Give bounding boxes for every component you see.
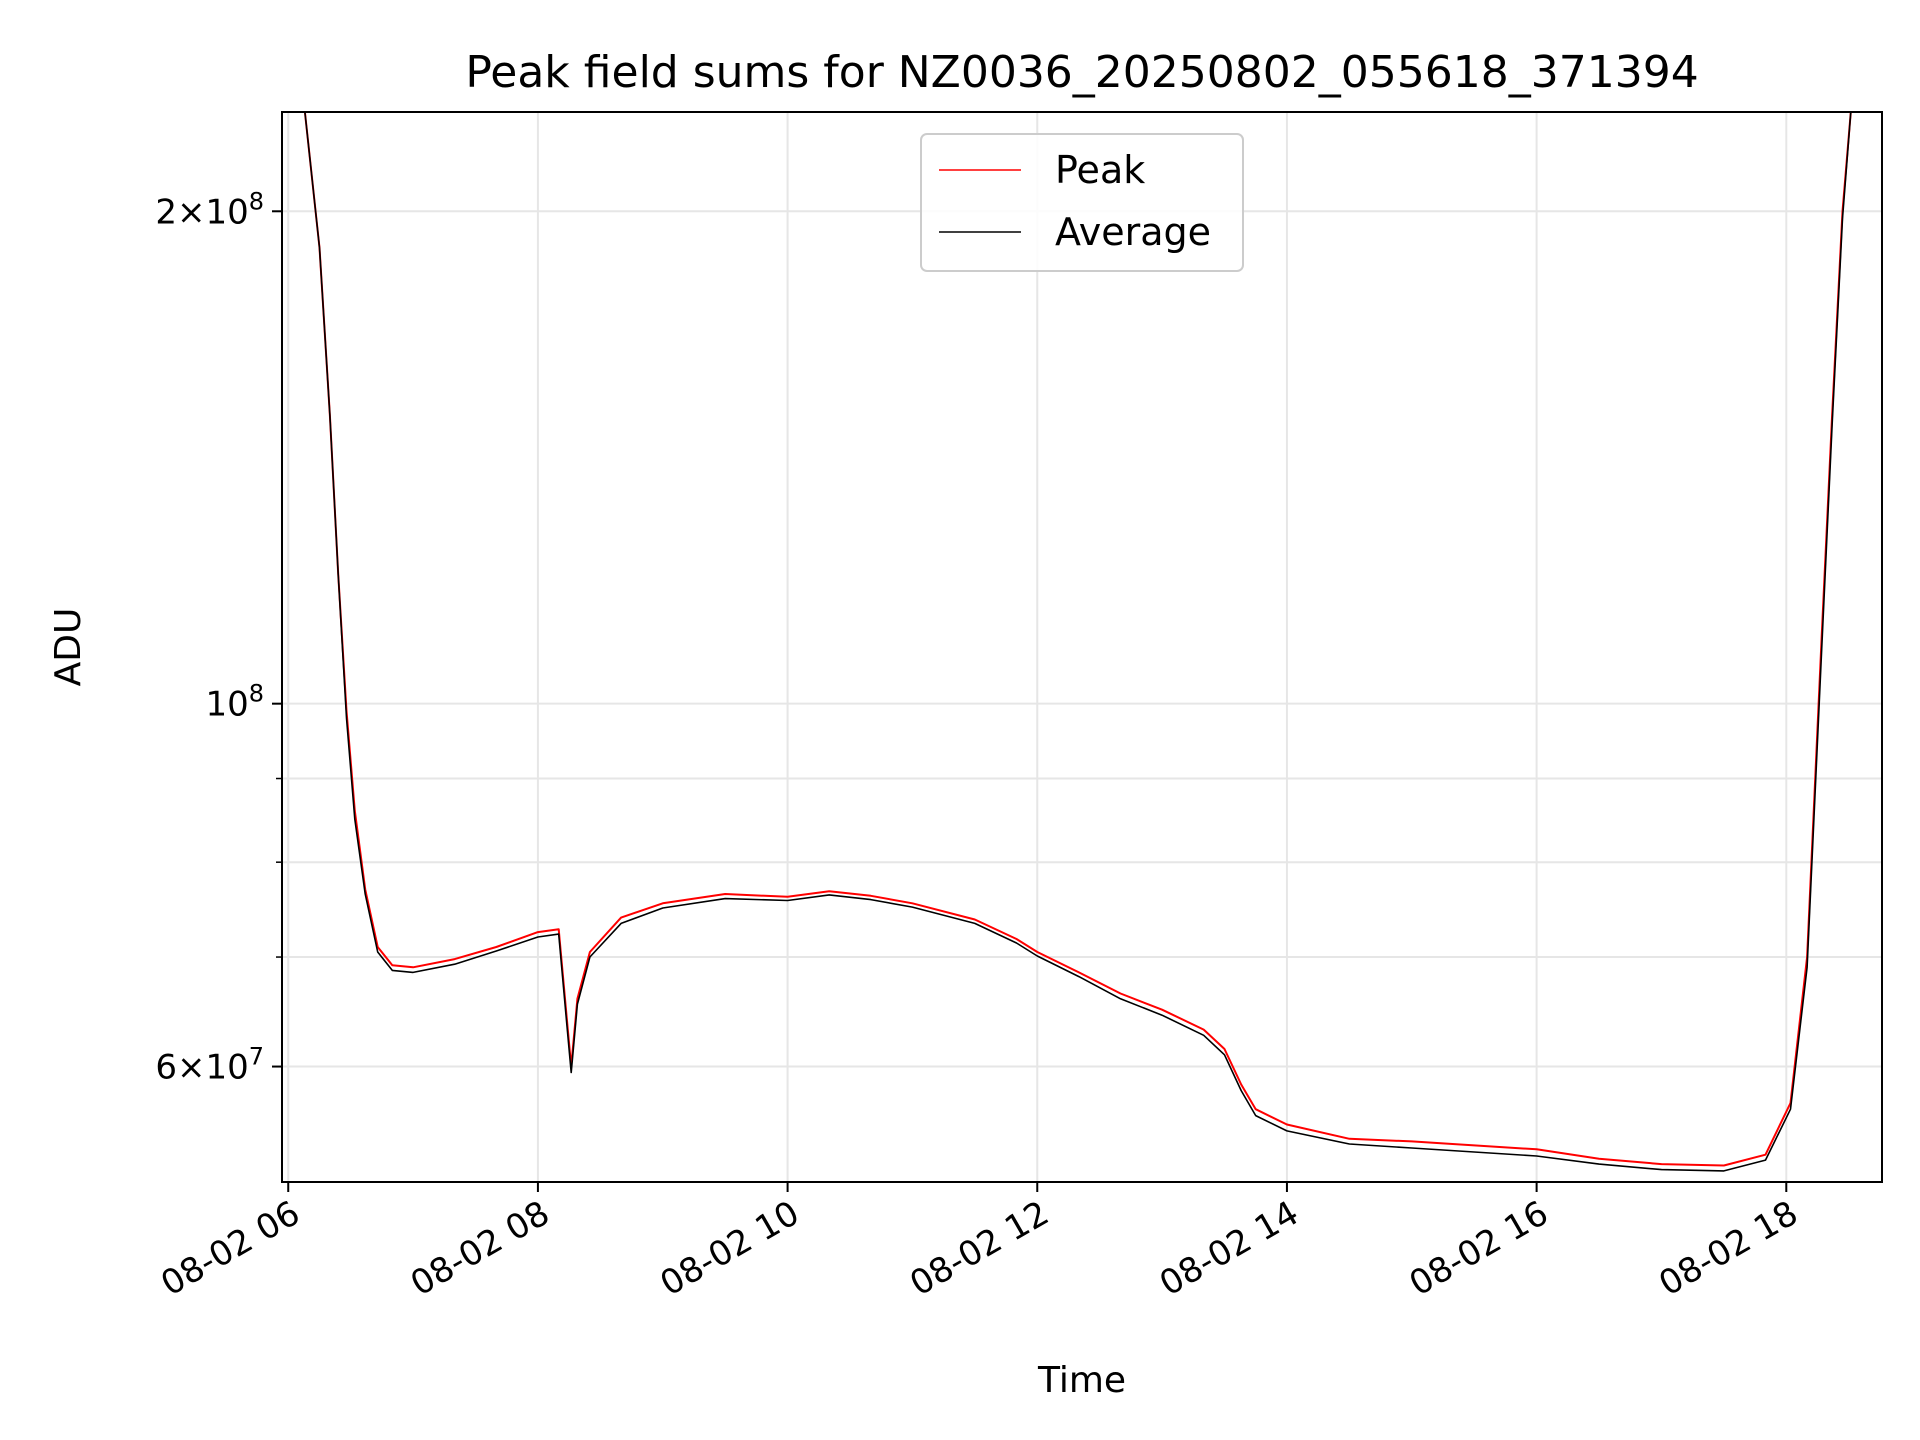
plot-frame [281, 111, 1883, 1183]
legend-label-peak: Peak [1055, 148, 1145, 192]
series-line-average [282, 112, 1882, 1172]
y-tick-label: 6×107 [155, 1043, 264, 1088]
y-axis-title: ADU [48, 608, 89, 687]
chart-title: Peak field sums for NZ0036_20250802_0556… [465, 47, 1698, 98]
series-layer [282, 112, 1882, 1172]
legend-frame [920, 133, 1244, 272]
series-line-peak [282, 112, 1882, 1167]
grid [282, 112, 1882, 1182]
legend: Peak Average [920, 133, 1244, 272]
legend-label-average: Average [1055, 210, 1211, 254]
y-axis: 6×107 108 2×108 [155, 187, 282, 1088]
x-axis-title: Time [1037, 1360, 1126, 1401]
y-tick-label: 108 [205, 680, 264, 725]
y-tick-label: 2×108 [155, 187, 264, 232]
